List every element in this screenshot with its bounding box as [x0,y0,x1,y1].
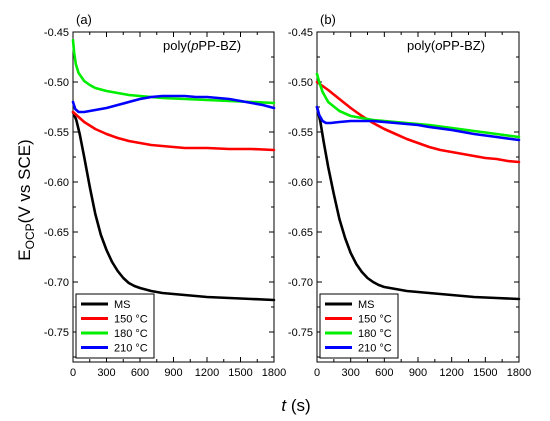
y-tick-label: -0.55 [44,127,69,139]
legend-entry: MS [114,299,131,311]
x-axis-label-var: t [281,396,287,415]
y-axis-label-rest: (V vs SCE) [15,139,34,223]
legend-entry: 150 °C [358,314,392,326]
legend-entry: MS [358,299,375,311]
x-tick-label: 1800 [262,367,286,379]
x-tick-label: 1800 [507,367,531,379]
y-tick-label: -0.65 [288,227,313,239]
x-tick-label: 300 [341,367,359,379]
legend-entry: 150 °C [114,314,148,326]
panel-title: poly(pPP-BZ) [163,38,241,53]
series-line-1 [315,80,521,164]
series-line-2 [71,38,276,105]
x-tick-label: 1200 [195,367,219,379]
x-tick-label: 1200 [439,367,463,379]
x-tick-label: 900 [409,367,427,379]
x-tick-label: 0 [314,367,320,379]
y-tick-label: -0.60 [288,177,313,189]
series-line-1 [71,110,276,152]
y-axis-label: EOCP(V vs SCE) [15,139,37,260]
y-tick-label: -0.50 [288,77,313,89]
x-tick-label: 600 [375,367,393,379]
series-line-3 [315,105,521,142]
y-tick-label: -0.60 [44,177,69,189]
x-tick-label: 1500 [473,367,497,379]
y-tick-label: -0.45 [44,27,69,39]
x-tick-label: 0 [70,367,76,379]
y-tick-label: -0.70 [288,277,313,289]
panel-label: (b) [320,12,336,27]
y-tick-label: -0.75 [288,327,313,339]
y-tick-label: -0.65 [44,227,69,239]
y-tick-label: -0.70 [44,277,69,289]
y-tick-label: -0.55 [288,127,313,139]
legend-entry: 180 °C [358,328,392,340]
y-axis-label-main: E [15,249,34,260]
x-tick-label: 1500 [228,367,252,379]
legend-entry: 210 °C [114,343,148,355]
x-axis-label: t (s) [281,396,310,415]
x-tick-label: 600 [131,367,149,379]
y-tick-label: -0.75 [44,327,69,339]
x-tick-label: 300 [97,367,115,379]
x-tick-label: 900 [164,367,182,379]
panel-b: 0 300 600 900 1200 1500 1800 -0.45 -0.50 -0.55 -0.… [288,12,531,379]
series-line-0 [71,110,276,302]
x-axis-label-unit: (s) [286,396,311,415]
panel-label: (a) [76,12,92,27]
y-tick-label: -0.45 [288,27,313,39]
panel-title: poly(oPP-BZ) [407,38,485,53]
legend-entry: 210 °C [358,343,392,355]
series-line-0 [315,105,521,301]
y-axis-label-sub: OCP [23,223,37,249]
series-line-3 [71,94,276,114]
y-tick-label: -0.50 [44,77,69,89]
panel-a: 0 300 600 900 1200 1500 1800 -0.45 -0.50 -0.55 -0.… [44,12,286,379]
legend-entry: 180 °C [114,328,148,340]
